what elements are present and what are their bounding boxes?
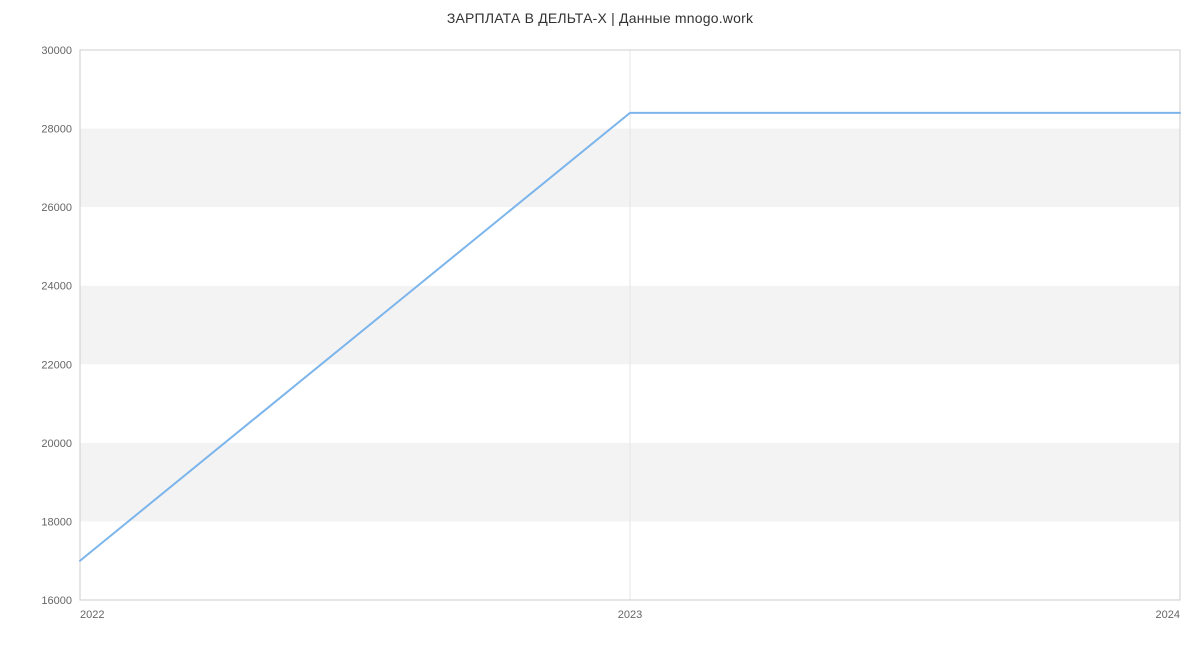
x-tick-label: 2022 xyxy=(80,609,104,621)
chart-title: ЗАРПЛАТА В ДЕЛЬТА-Х | Данные mnogo.work xyxy=(0,10,1200,26)
y-tick-label: 24000 xyxy=(41,281,72,293)
y-tick-label: 18000 xyxy=(41,516,72,528)
x-tick-label: 2024 xyxy=(1156,609,1180,621)
y-tick-label: 30000 xyxy=(41,45,72,57)
y-tick-label: 28000 xyxy=(41,124,72,136)
y-tick-label: 20000 xyxy=(41,438,72,450)
y-tick-label: 22000 xyxy=(41,359,72,371)
chart-svg: 16000 18000 20000 22000 24000 26000 28000 30000… xyxy=(0,0,1200,650)
y-tick-label: 26000 xyxy=(41,202,72,214)
salary-line-chart: ЗАРПЛАТА В ДЕЛЬТА-Х | Данные mnogo.work … xyxy=(0,0,1200,650)
y-tick-label: 16000 xyxy=(41,595,72,607)
x-tick-label: 2023 xyxy=(618,609,642,621)
